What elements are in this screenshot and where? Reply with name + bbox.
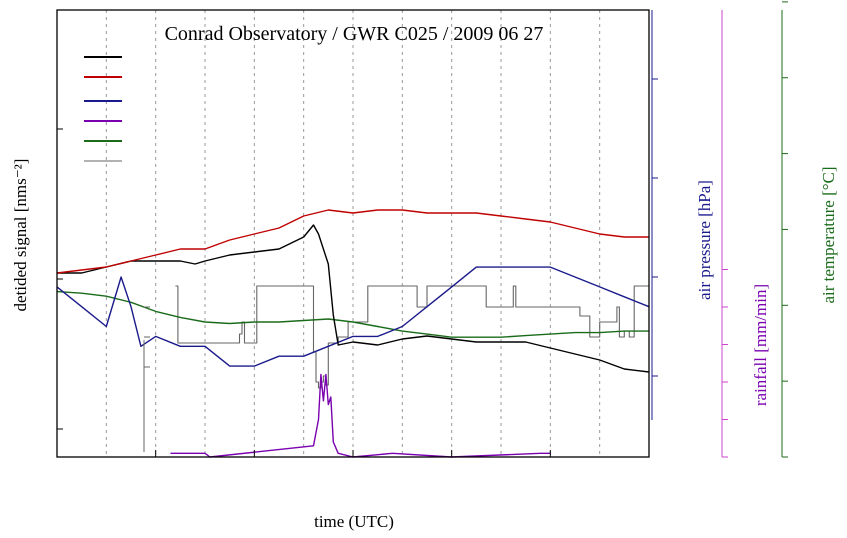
- legend: [84, 56, 122, 162]
- series-gravity-pressure-corrected: [57, 224, 650, 373]
- vertical-grid: [105, 10, 601, 457]
- temperature-axis-label: air temperature [°C]: [819, 166, 838, 303]
- y-axis-label: detided signal [nms⁻²]: [11, 159, 30, 312]
- series-gravity-pressure-precip-corrected: [56, 209, 649, 274]
- pressure-axis-label: air pressure [hPa]: [695, 180, 714, 300]
- axes-layer: [56, 1, 788, 458]
- series-air-temperature: [56, 290, 649, 338]
- x-axis-label: time (UTC): [314, 512, 394, 531]
- chart-title: Conrad Observatory / GWR C025 / 2009 06 …: [165, 23, 544, 45]
- rainfall-axis-label: rainfall [mm/min]: [751, 284, 770, 406]
- series-air-pressure: [56, 266, 650, 367]
